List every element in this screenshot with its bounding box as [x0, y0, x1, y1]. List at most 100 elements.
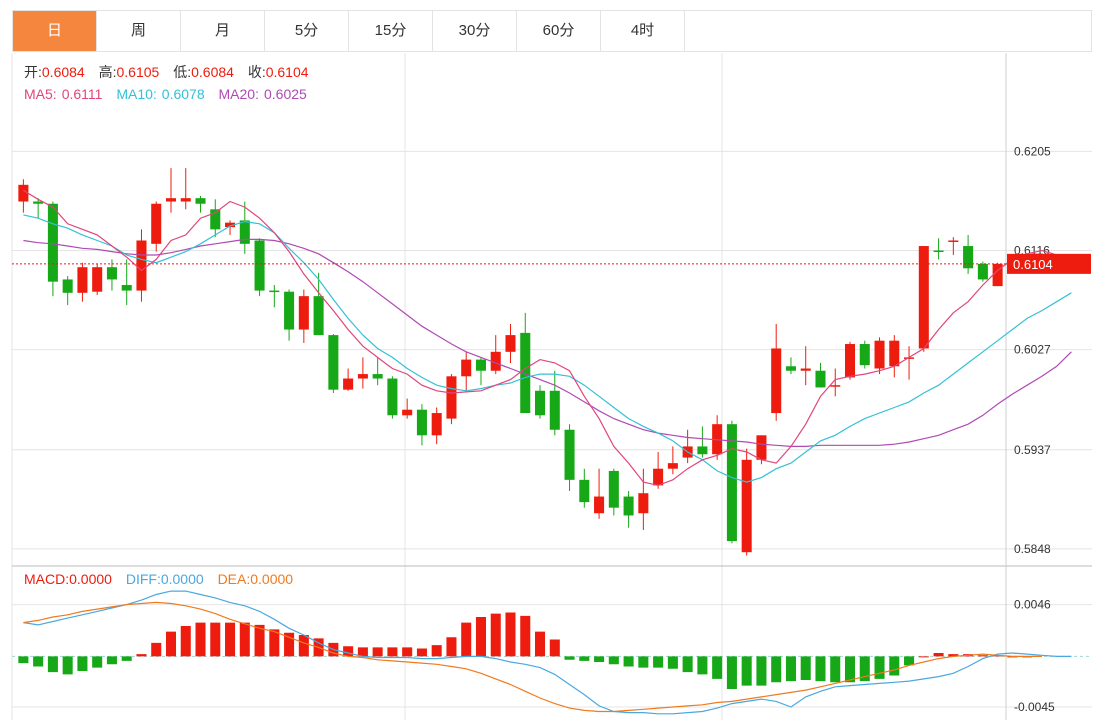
tab-5min[interactable]: 5分 [265, 11, 349, 51]
candle-down [977, 263, 988, 280]
macd-label: MACD: [24, 571, 69, 587]
macd-bar-up [490, 613, 501, 657]
candle-down [520, 332, 531, 414]
candle-up [771, 348, 782, 414]
macd-bar-down [667, 656, 678, 669]
candle-down [564, 429, 575, 480]
macd-bar-down [889, 656, 900, 676]
macd-bar-up [505, 612, 516, 657]
macd-bar-up [948, 654, 959, 657]
diff-label: DIFF: [126, 571, 161, 587]
price-tick-label: 0.5937 [1014, 443, 1051, 457]
macd-bar-down [594, 656, 605, 662]
candle-down [785, 366, 796, 371]
macd-bar-up [195, 622, 206, 657]
tab-day[interactable]: 日 [13, 11, 97, 51]
tab-month[interactable]: 月 [181, 11, 265, 51]
tab-60min[interactable]: 60分 [517, 11, 601, 51]
last-price-marker: 0.6104 [12, 253, 1091, 274]
candle-up [92, 267, 103, 292]
macd-bar-up [225, 622, 236, 657]
macd-bar-up [136, 654, 147, 657]
last-price-tag [1007, 253, 1091, 274]
candle-down [726, 424, 737, 542]
candle-up [18, 184, 29, 202]
macd-bar-up [520, 615, 531, 657]
macd-bar-up [165, 631, 177, 657]
candle-down [549, 390, 560, 430]
ma10-line [23, 214, 1072, 483]
macd-bar-down [771, 656, 782, 683]
candle-up [904, 357, 915, 359]
tab-week[interactable]: 周 [97, 11, 181, 51]
open-value: 0.6084 [42, 64, 85, 80]
tab-30min[interactable]: 30分 [433, 11, 517, 51]
candle-up [180, 198, 191, 202]
ma20-line [23, 238, 1072, 447]
ma10-value: 0.6078 [162, 86, 205, 102]
macd-bar-up [254, 624, 265, 657]
candle-up [830, 385, 841, 387]
candle-up [653, 468, 664, 486]
diff-line [23, 590, 1072, 715]
macd-value: 0.0000 [69, 571, 112, 587]
macd-bar-down [47, 656, 58, 673]
high-label: 高: [99, 64, 117, 80]
macd-bar-down [62, 656, 73, 675]
candle-down [387, 378, 398, 416]
candle-up [638, 493, 649, 514]
close-value: 0.6104 [266, 64, 309, 80]
macd-bar-down [726, 656, 737, 689]
dea-value: 0.0000 [250, 571, 293, 587]
macd-bar-up [446, 637, 457, 657]
chart-grid [11, 53, 1092, 720]
macd-bar-up [387, 647, 398, 657]
candle-up [298, 296, 309, 330]
macd-legend: MACD:0.0000 DIFF:0.0000 DEA:0.0000 [24, 571, 293, 587]
candle-down [239, 220, 250, 244]
candle-down [815, 370, 826, 388]
macd-bar-up [977, 655, 988, 657]
macd-bar-down [697, 656, 708, 675]
candle-up [992, 263, 1003, 287]
candle-up [800, 368, 811, 371]
ma20-label: MA20: [219, 86, 259, 102]
candle-down [933, 250, 944, 253]
candle-up [594, 496, 605, 514]
macd-bar-down [18, 656, 29, 664]
dea-line [23, 601, 1042, 713]
high-value: 0.6105 [117, 64, 160, 80]
macd-bar-up [151, 642, 162, 657]
candle-up [136, 240, 147, 291]
tab-15min[interactable]: 15分 [349, 11, 433, 51]
candle-up [402, 409, 413, 416]
macd-bar-down [874, 656, 885, 679]
price-tick-label: 0.6027 [1014, 343, 1051, 357]
candle-down [623, 496, 634, 516]
macd-bar-up [918, 656, 929, 658]
macd-bar-up [343, 646, 354, 657]
macd-bar-down [830, 656, 841, 683]
macd-bar-down [33, 656, 44, 667]
macd-bar-up [933, 653, 944, 657]
macd-bar-down [741, 656, 752, 686]
macd-bar-up [549, 639, 560, 657]
price-tick-label: 0.6205 [1014, 144, 1051, 158]
candle-down [535, 390, 546, 416]
candle-up [490, 351, 501, 371]
diff-value: 0.0000 [161, 571, 204, 587]
macd-bar-down [638, 656, 649, 668]
last-price-label: 0.6104 [1013, 257, 1053, 272]
candle-down [33, 201, 44, 204]
candle-up [446, 376, 457, 419]
candle-up [225, 222, 236, 228]
ma-lines [23, 189, 1072, 487]
close-label: 收: [248, 64, 266, 80]
macd-axis: 0.0046 -0.0045 [1014, 598, 1055, 714]
macd-bar-down [77, 656, 88, 671]
macd-bar-down [608, 656, 619, 665]
macd-bar-up [284, 632, 295, 657]
candle-up [77, 267, 88, 293]
tab-4hour[interactable]: 4时 [601, 11, 685, 51]
